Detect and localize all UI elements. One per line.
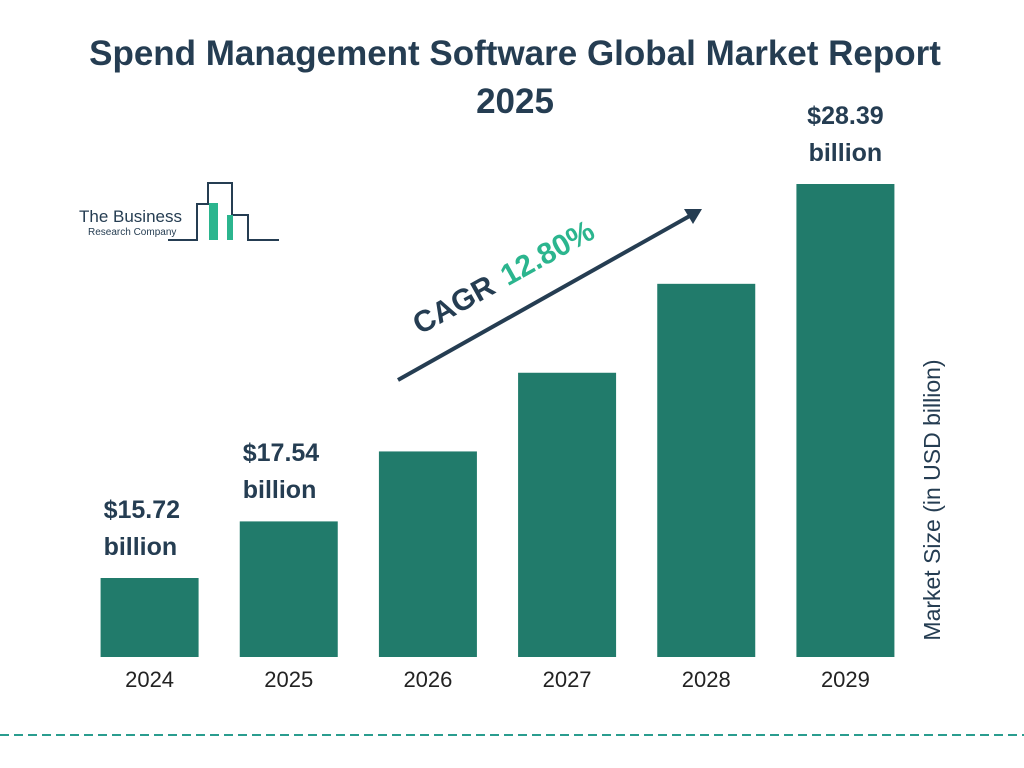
value-label: $17.54 billion bbox=[242, 439, 320, 505]
value-label: $15.72 billion bbox=[103, 496, 181, 561]
x-tick-label: 2024 bbox=[125, 667, 174, 692]
value-label: $28.39 billion bbox=[807, 102, 884, 167]
x-tick-label: 2025 bbox=[264, 667, 313, 692]
bar bbox=[657, 283, 756, 657]
x-tick-label: 2026 bbox=[403, 667, 452, 692]
x-tick-label: 2028 bbox=[682, 667, 731, 692]
x-tick-label: 2027 bbox=[543, 667, 592, 692]
cagr-arrowhead bbox=[684, 209, 702, 224]
bar bbox=[239, 521, 338, 657]
logo-bar bbox=[227, 215, 233, 240]
cagr-value: 12.80% bbox=[495, 214, 600, 292]
logo-text: The Business bbox=[79, 207, 182, 226]
logo-bar bbox=[209, 203, 218, 240]
bar bbox=[378, 451, 477, 657]
logo-text: Research Company bbox=[88, 227, 176, 238]
logo: The Business Research Company bbox=[79, 182, 279, 241]
cagr-arrow bbox=[397, 211, 696, 382]
logo-outline bbox=[168, 182, 279, 241]
x-tick-label: 2029 bbox=[821, 667, 870, 692]
chart-title: Spend Management Software Global Market … bbox=[89, 34, 941, 121]
bar bbox=[796, 184, 895, 657]
bar bbox=[100, 578, 199, 657]
bar bbox=[518, 372, 617, 657]
y-axis-label: Market Size (in USD billion) bbox=[919, 359, 945, 640]
